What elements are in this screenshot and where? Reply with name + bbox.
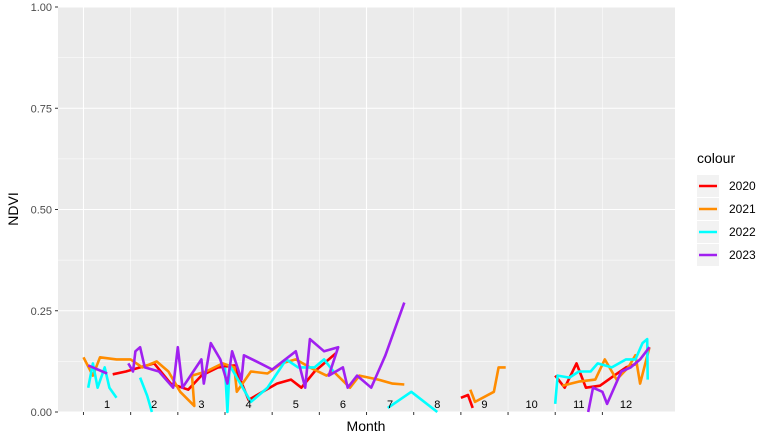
month-label: 4 (246, 399, 252, 411)
month-label: 9 (481, 399, 487, 411)
legend-label-2022: 2022 (729, 225, 756, 239)
axes: 0.00 0.25 0.50 0.75 1.00 (31, 2, 603, 419)
month-label: 12 (620, 399, 632, 411)
legend: colour 2020 2021 2022 2023 (697, 150, 756, 266)
y-tick-label: 1.00 (31, 2, 52, 14)
legend-label-2021: 2021 (729, 202, 756, 216)
month-label: 1 (104, 399, 110, 411)
y-axis-title: NDVI (5, 192, 21, 225)
x-axis-title: Month (347, 418, 386, 434)
month-label: 3 (198, 399, 204, 411)
y-tick-label: 0.50 (31, 205, 52, 217)
y-tick-label: 0.75 (31, 103, 52, 115)
month-label: 2 (151, 399, 157, 411)
series-line-2021 (469, 366, 506, 404)
month-label: 7 (387, 399, 393, 411)
series-line-2020 (460, 393, 474, 409)
grid-lines (58, 6, 675, 413)
legend-label-2023: 2023 (729, 248, 756, 262)
y-tick-label: 0.00 (31, 407, 52, 419)
y-tick-label: 0.25 (31, 306, 52, 318)
series-line-2022 (387, 390, 439, 414)
series-line-2023 (127, 302, 406, 390)
legend-label-2020: 2020 (729, 179, 756, 193)
legend-title: colour (697, 150, 735, 166)
month-label: 6 (340, 399, 346, 411)
series-line-2022 (138, 377, 154, 413)
series-line-2022 (553, 337, 649, 405)
series-line-2023 (586, 346, 651, 413)
series-lines (82, 302, 651, 414)
month-label: 5 (293, 399, 299, 411)
month-labels: 1 2 3 4 5 6 7 8 9 10 11 12 (104, 399, 632, 411)
month-label: 11 (573, 399, 584, 411)
month-label: 10 (526, 399, 538, 411)
month-label: 8 (434, 399, 440, 411)
series-line-2023 (87, 364, 108, 375)
